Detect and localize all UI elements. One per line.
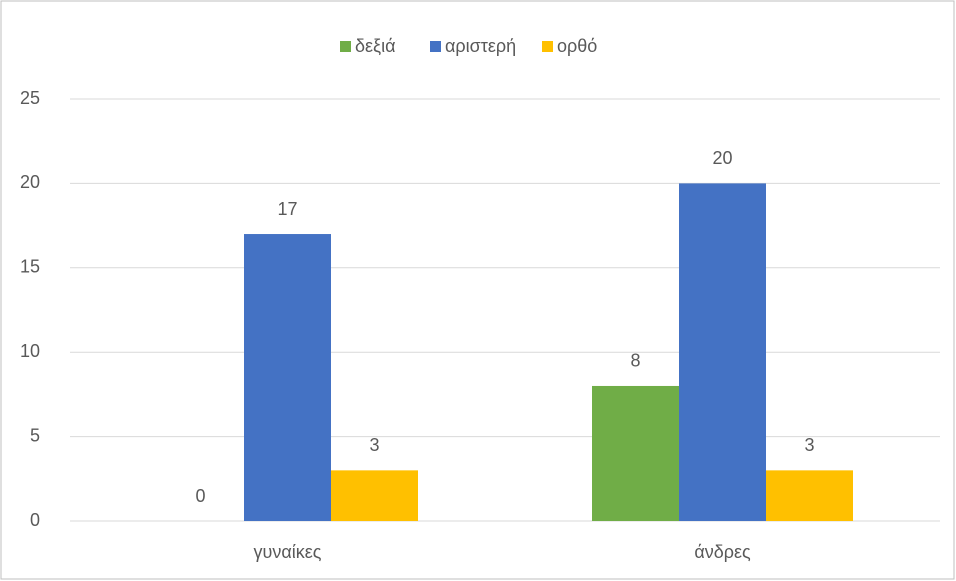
bar xyxy=(244,234,331,522)
y-tick-label: 20 xyxy=(20,172,40,192)
legend-label: αριστερή xyxy=(445,36,516,56)
y-tick-label: 5 xyxy=(30,425,40,445)
bar xyxy=(679,183,766,521)
y-tick-label: 15 xyxy=(20,257,40,277)
legend-swatch xyxy=(542,41,553,52)
legend-label: δεξιά xyxy=(355,36,396,56)
data-label: 20 xyxy=(712,148,732,168)
data-label: 3 xyxy=(804,435,814,455)
legend-label: ορθό xyxy=(557,36,597,56)
bar xyxy=(766,470,853,521)
legend-swatch xyxy=(340,41,351,52)
data-label: 8 xyxy=(630,351,640,371)
y-tick-label: 0 xyxy=(30,510,40,530)
bar xyxy=(331,470,418,521)
data-label: 17 xyxy=(277,199,297,219)
x-tick-label: γυναίκες xyxy=(254,542,322,562)
x-tick-label: άνδρες xyxy=(694,542,751,562)
legend-swatch xyxy=(430,41,441,52)
y-tick-label: 25 xyxy=(20,88,40,108)
y-tick-label: 10 xyxy=(20,341,40,361)
data-label: 0 xyxy=(195,486,205,506)
data-label: 3 xyxy=(369,435,379,455)
bar xyxy=(592,385,679,521)
